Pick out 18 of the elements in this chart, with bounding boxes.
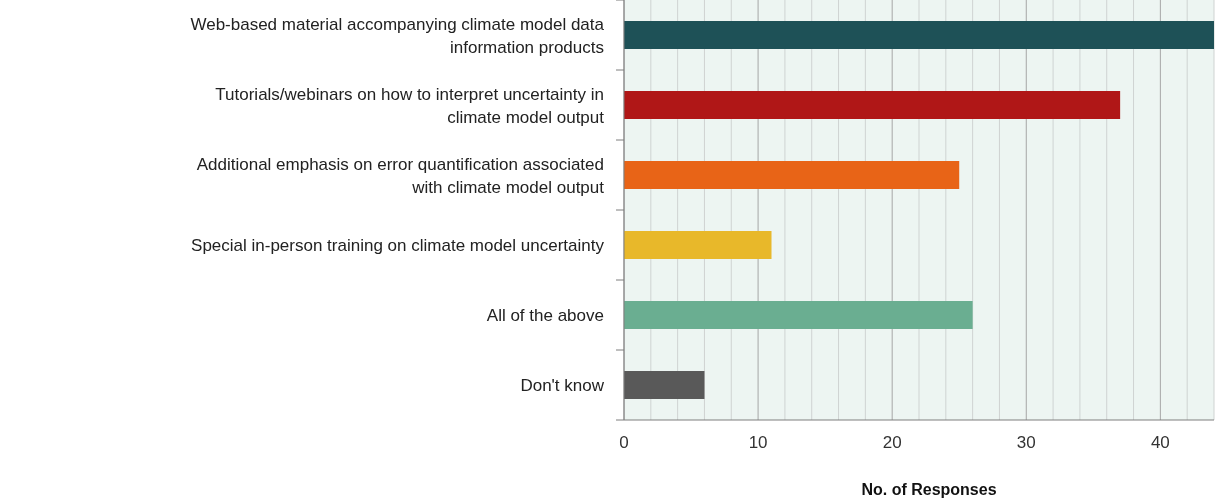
x-tick-label: 0 <box>619 433 629 452</box>
x-tick-label: 10 <box>748 433 768 452</box>
x-tick-label: 30 <box>1016 433 1036 452</box>
bar <box>624 301 973 329</box>
y-tick-label: Don't know <box>520 376 605 395</box>
y-tick-label: All of the above <box>486 306 604 325</box>
y-tick-label: Special in-person training on climate model uncertainty <box>191 236 605 255</box>
x-tick-label: 20 <box>882 433 902 452</box>
bar <box>624 231 772 259</box>
bar <box>624 21 1214 49</box>
bar <box>624 161 960 189</box>
bar <box>624 91 1121 119</box>
x-axis-title: No. of Responses <box>861 481 997 498</box>
y-tick-label: Tutorials/webinars on how to interpret uncertainty in climate model output <box>215 84 605 127</box>
x-tick-label: 40 <box>1150 433 1170 452</box>
y-tick-label: Additional emphasis on error quantification associated with climate model output <box>196 154 605 197</box>
bar <box>624 371 705 399</box>
y-tick-label: Web-based material accompanying climate model data information products <box>190 14 605 57</box>
